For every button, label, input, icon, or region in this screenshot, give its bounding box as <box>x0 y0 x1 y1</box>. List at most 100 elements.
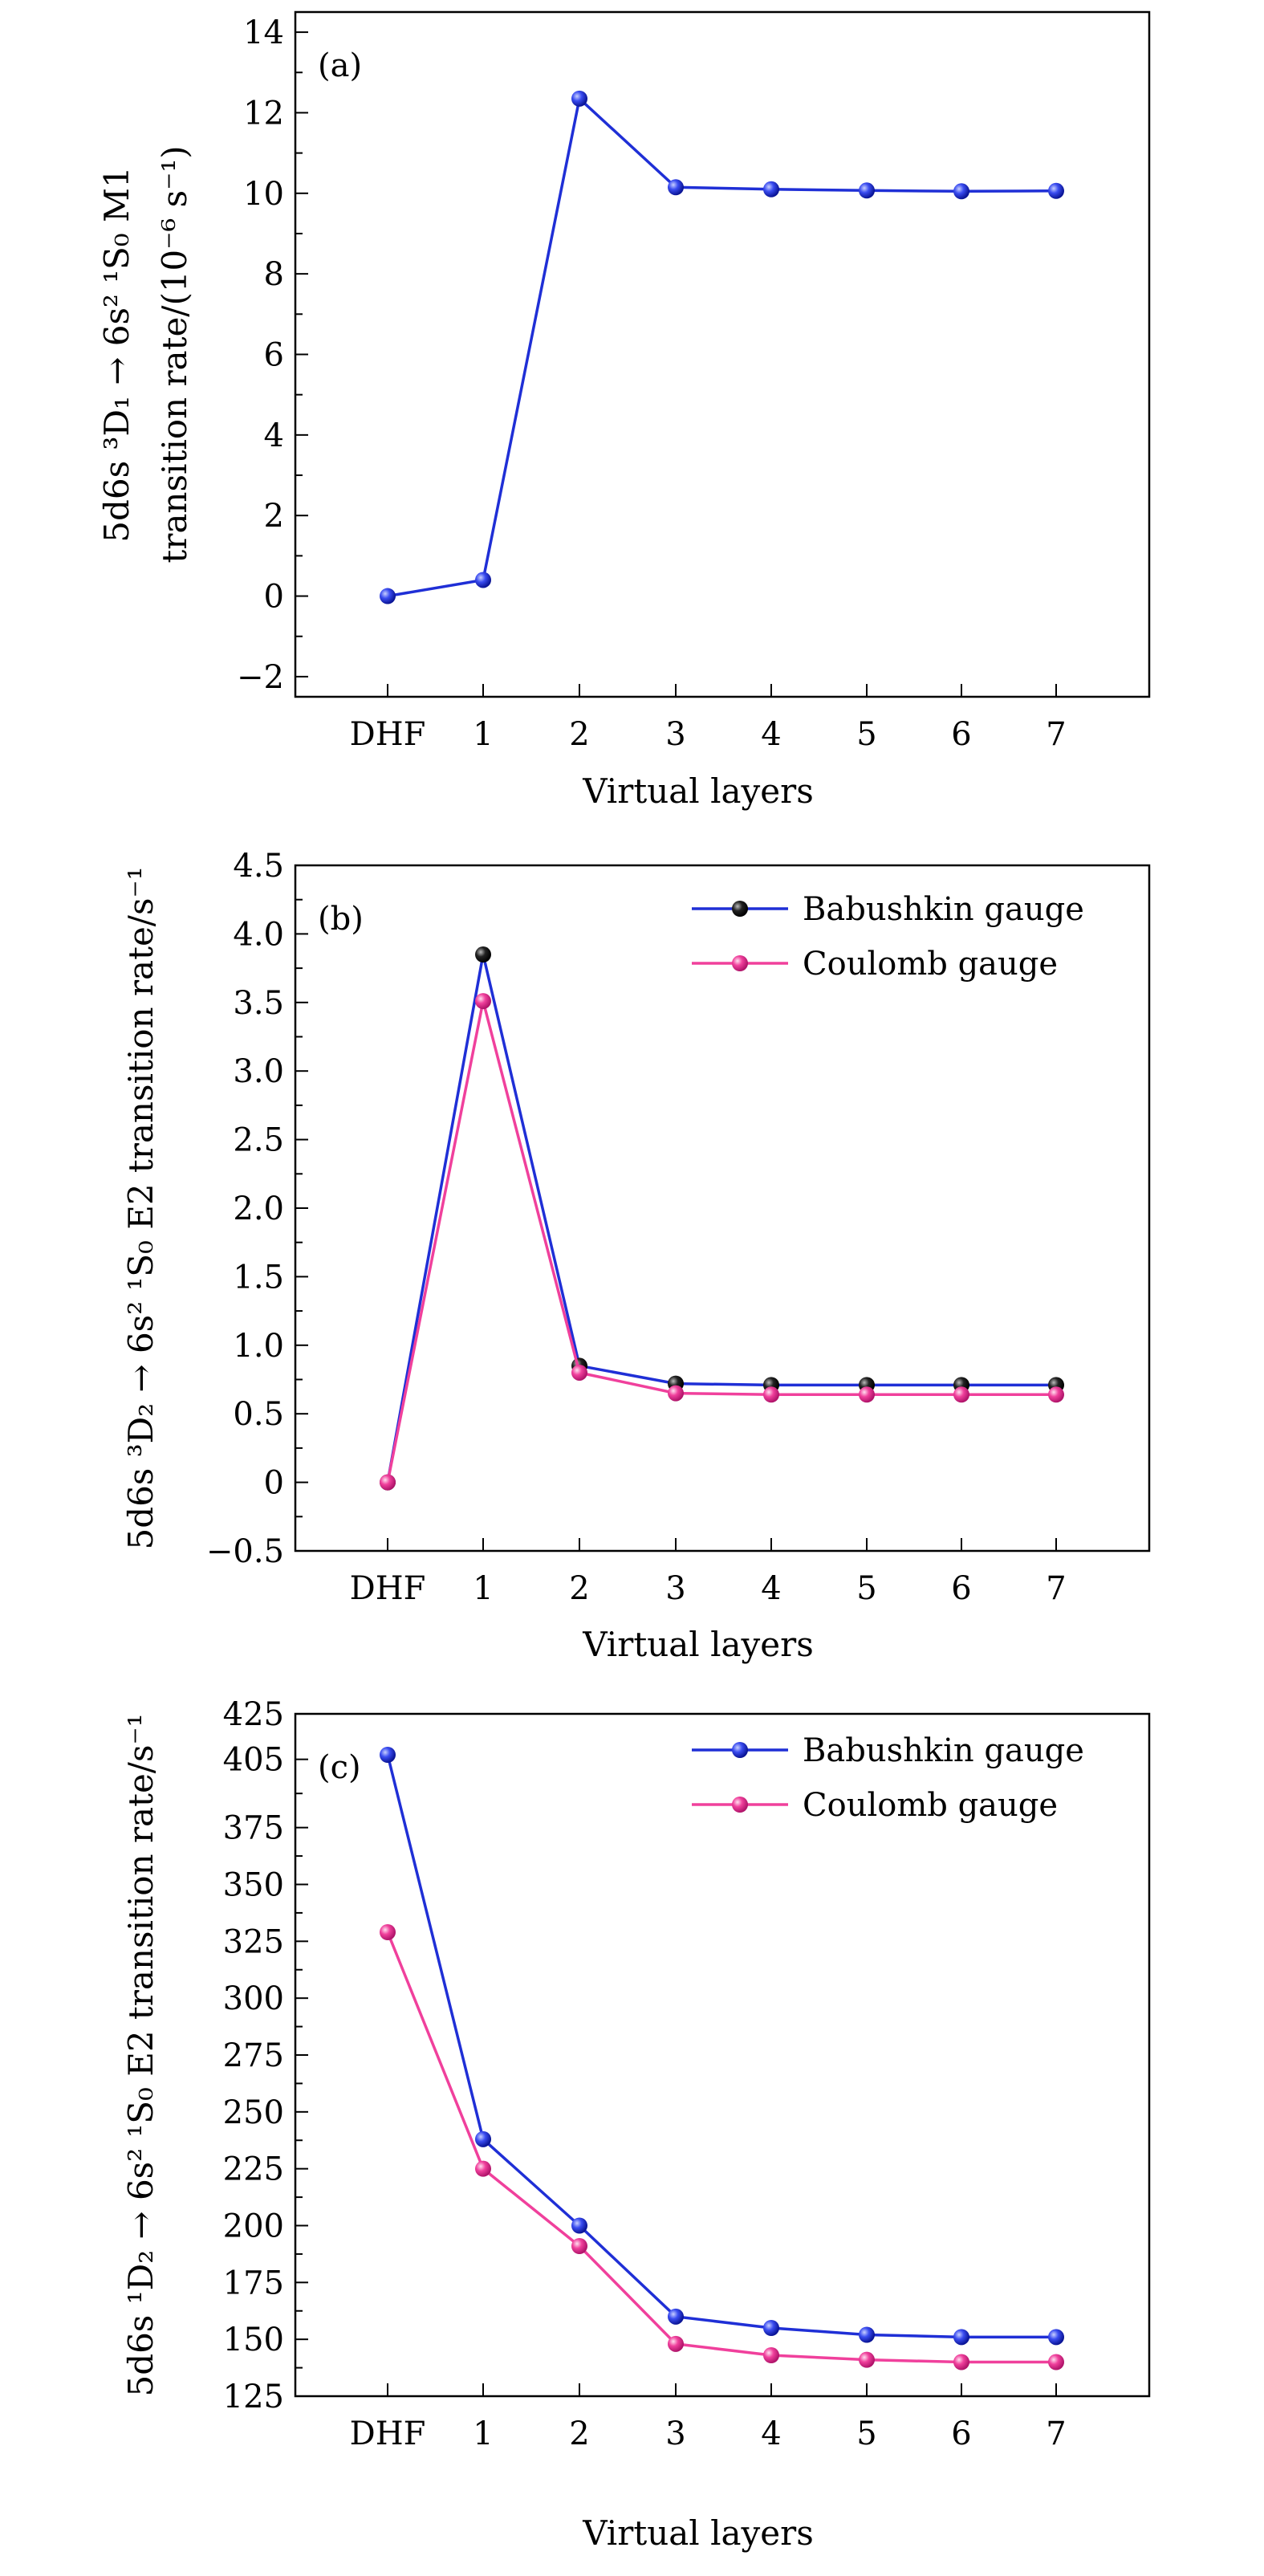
y-tick-label: 4.5 <box>233 848 284 885</box>
y-tick-label: 0.5 <box>233 1396 284 1433</box>
y-tick-label: 4 <box>264 417 284 454</box>
y-tick-label: 425 <box>223 1696 284 1733</box>
data-point <box>668 179 684 196</box>
y-tick-label: 1.5 <box>233 1259 284 1296</box>
data-point <box>1048 2329 1064 2346</box>
data-point <box>475 2160 491 2177</box>
legend-marker <box>732 1742 748 1758</box>
x-axis-label: Virtual layers <box>582 2513 814 2553</box>
data-point <box>475 2130 491 2147</box>
y-tick-label: 325 <box>223 1923 284 1960</box>
x-axis-label: Virtual layers <box>582 1625 814 1664</box>
legend-label: Coulomb gauge <box>803 1787 1058 1824</box>
data-point <box>763 2347 779 2363</box>
x-tick-label: 3 <box>665 1570 685 1607</box>
y-tick-label: 350 <box>223 1867 284 1904</box>
y-tick-label: 2.5 <box>233 1122 284 1159</box>
x-tick-label: 4 <box>761 1570 781 1607</box>
data-point <box>475 946 491 963</box>
data-point <box>380 1474 396 1491</box>
x-tick-label: 3 <box>665 2415 685 2452</box>
legend-label: Babushkin gauge <box>803 891 1084 928</box>
data-point <box>668 2308 684 2325</box>
y-tick-label: 10 <box>243 176 284 213</box>
data-point <box>380 1747 396 1763</box>
y-tick-label: 175 <box>223 2265 284 2301</box>
x-axis-label: Virtual layers <box>582 771 814 811</box>
x-tick-label: 5 <box>856 2415 876 2452</box>
x-tick-label: 4 <box>761 716 781 753</box>
y-tick-label: 150 <box>223 2322 284 2358</box>
x-tick-label: 5 <box>856 716 876 753</box>
x-tick-label: 5 <box>856 1570 876 1607</box>
data-point <box>859 1386 875 1403</box>
x-tick-label: DHF <box>350 1570 426 1607</box>
series-line-0 <box>386 954 1056 1483</box>
series-line-0 <box>386 1754 1056 2339</box>
y-tick-label: 4.0 <box>233 916 284 953</box>
x-tick-label: 6 <box>951 1570 971 1607</box>
data-point <box>859 182 875 199</box>
series-line-1 <box>386 1931 1056 2364</box>
legend-marker <box>732 955 748 971</box>
data-point <box>380 1924 396 1940</box>
y-tick-label: 8 <box>264 256 284 293</box>
data-point <box>763 1386 779 1403</box>
x-tick-label: 4 <box>761 2415 781 2452</box>
y-axis-label: 5d6s ³D₂ → 6s² ¹S₀ E2 transition rate/s⁻… <box>121 866 161 1549</box>
y-tick-label: 0 <box>264 1465 284 1502</box>
data-point <box>1048 182 1064 199</box>
y-tick-label: 250 <box>223 2094 284 2131</box>
data-point <box>380 588 396 604</box>
data-point <box>763 181 779 197</box>
y-tick-label: 300 <box>223 1980 284 2017</box>
x-tick-label: 2 <box>569 1570 589 1607</box>
chart-panel-c: 125150175200225250275300325350375405425D… <box>121 1696 1151 2553</box>
data-point <box>953 1386 969 1403</box>
y-tick-label: 125 <box>223 2379 284 2415</box>
data-point <box>571 1364 587 1381</box>
x-tick-label: 2 <box>569 716 589 753</box>
x-tick-label: 1 <box>473 1570 493 1607</box>
x-tick-label: 2 <box>569 2415 589 2452</box>
panel-label: (b) <box>318 901 364 938</box>
y-axis-label-line2: transition rate/(10⁻⁶ s⁻¹) <box>155 145 194 563</box>
x-tick-label: DHF <box>350 2415 426 2452</box>
y-tick-label: −2 <box>237 659 284 696</box>
x-tick-label: 7 <box>1046 1570 1066 1607</box>
y-tick-label: 12 <box>243 95 284 132</box>
y-tick-label: 200 <box>223 2208 284 2245</box>
x-tick-label: 3 <box>665 716 685 753</box>
data-point <box>953 183 969 200</box>
data-point <box>1048 1386 1064 1403</box>
y-tick-label: 375 <box>223 1810 284 1847</box>
y-tick-label: 225 <box>223 2151 284 2188</box>
y-tick-label: 0 <box>264 579 284 616</box>
y-tick-label: 3.0 <box>233 1053 284 1090</box>
data-point <box>668 2335 684 2352</box>
panel-label: (a) <box>318 47 362 84</box>
y-axis-label: 5d6s ¹D₂ → 6s² ¹S₀ E2 transition rate/s⁻… <box>121 1713 161 2396</box>
plot-frame <box>294 10 1151 698</box>
x-tick-label: 7 <box>1046 716 1066 753</box>
chart-panel-b: −0.5 0 0.5 1.0 1.5 2.0 2.5 3.0 3.5 4.0 4.5 DHF 1 2 3 4 5… <box>121 848 1151 1664</box>
legend-marker <box>732 1797 748 1813</box>
data-point <box>1048 2354 1064 2370</box>
x-tick-label: DHF <box>350 716 426 753</box>
x-tick-label: 1 <box>473 716 493 753</box>
x-tick-label: 7 <box>1046 2415 1066 2452</box>
y-tick-label: 405 <box>223 1742 284 1779</box>
y-tick-label: 3.5 <box>233 985 284 1022</box>
y-tick-label: 1.0 <box>233 1328 284 1365</box>
legend-label: Babushkin gauge <box>803 1732 1084 1769</box>
series-line-1 <box>386 1000 1056 1483</box>
y-tick-label: 275 <box>223 2037 284 2074</box>
y-tick-label: −0.5 <box>206 1533 284 1570</box>
y-tick-label: 14 <box>243 14 284 51</box>
legend-marker <box>732 901 748 917</box>
data-point <box>859 2351 875 2368</box>
data-point <box>953 2329 969 2346</box>
x-tick-label: 6 <box>951 716 971 753</box>
